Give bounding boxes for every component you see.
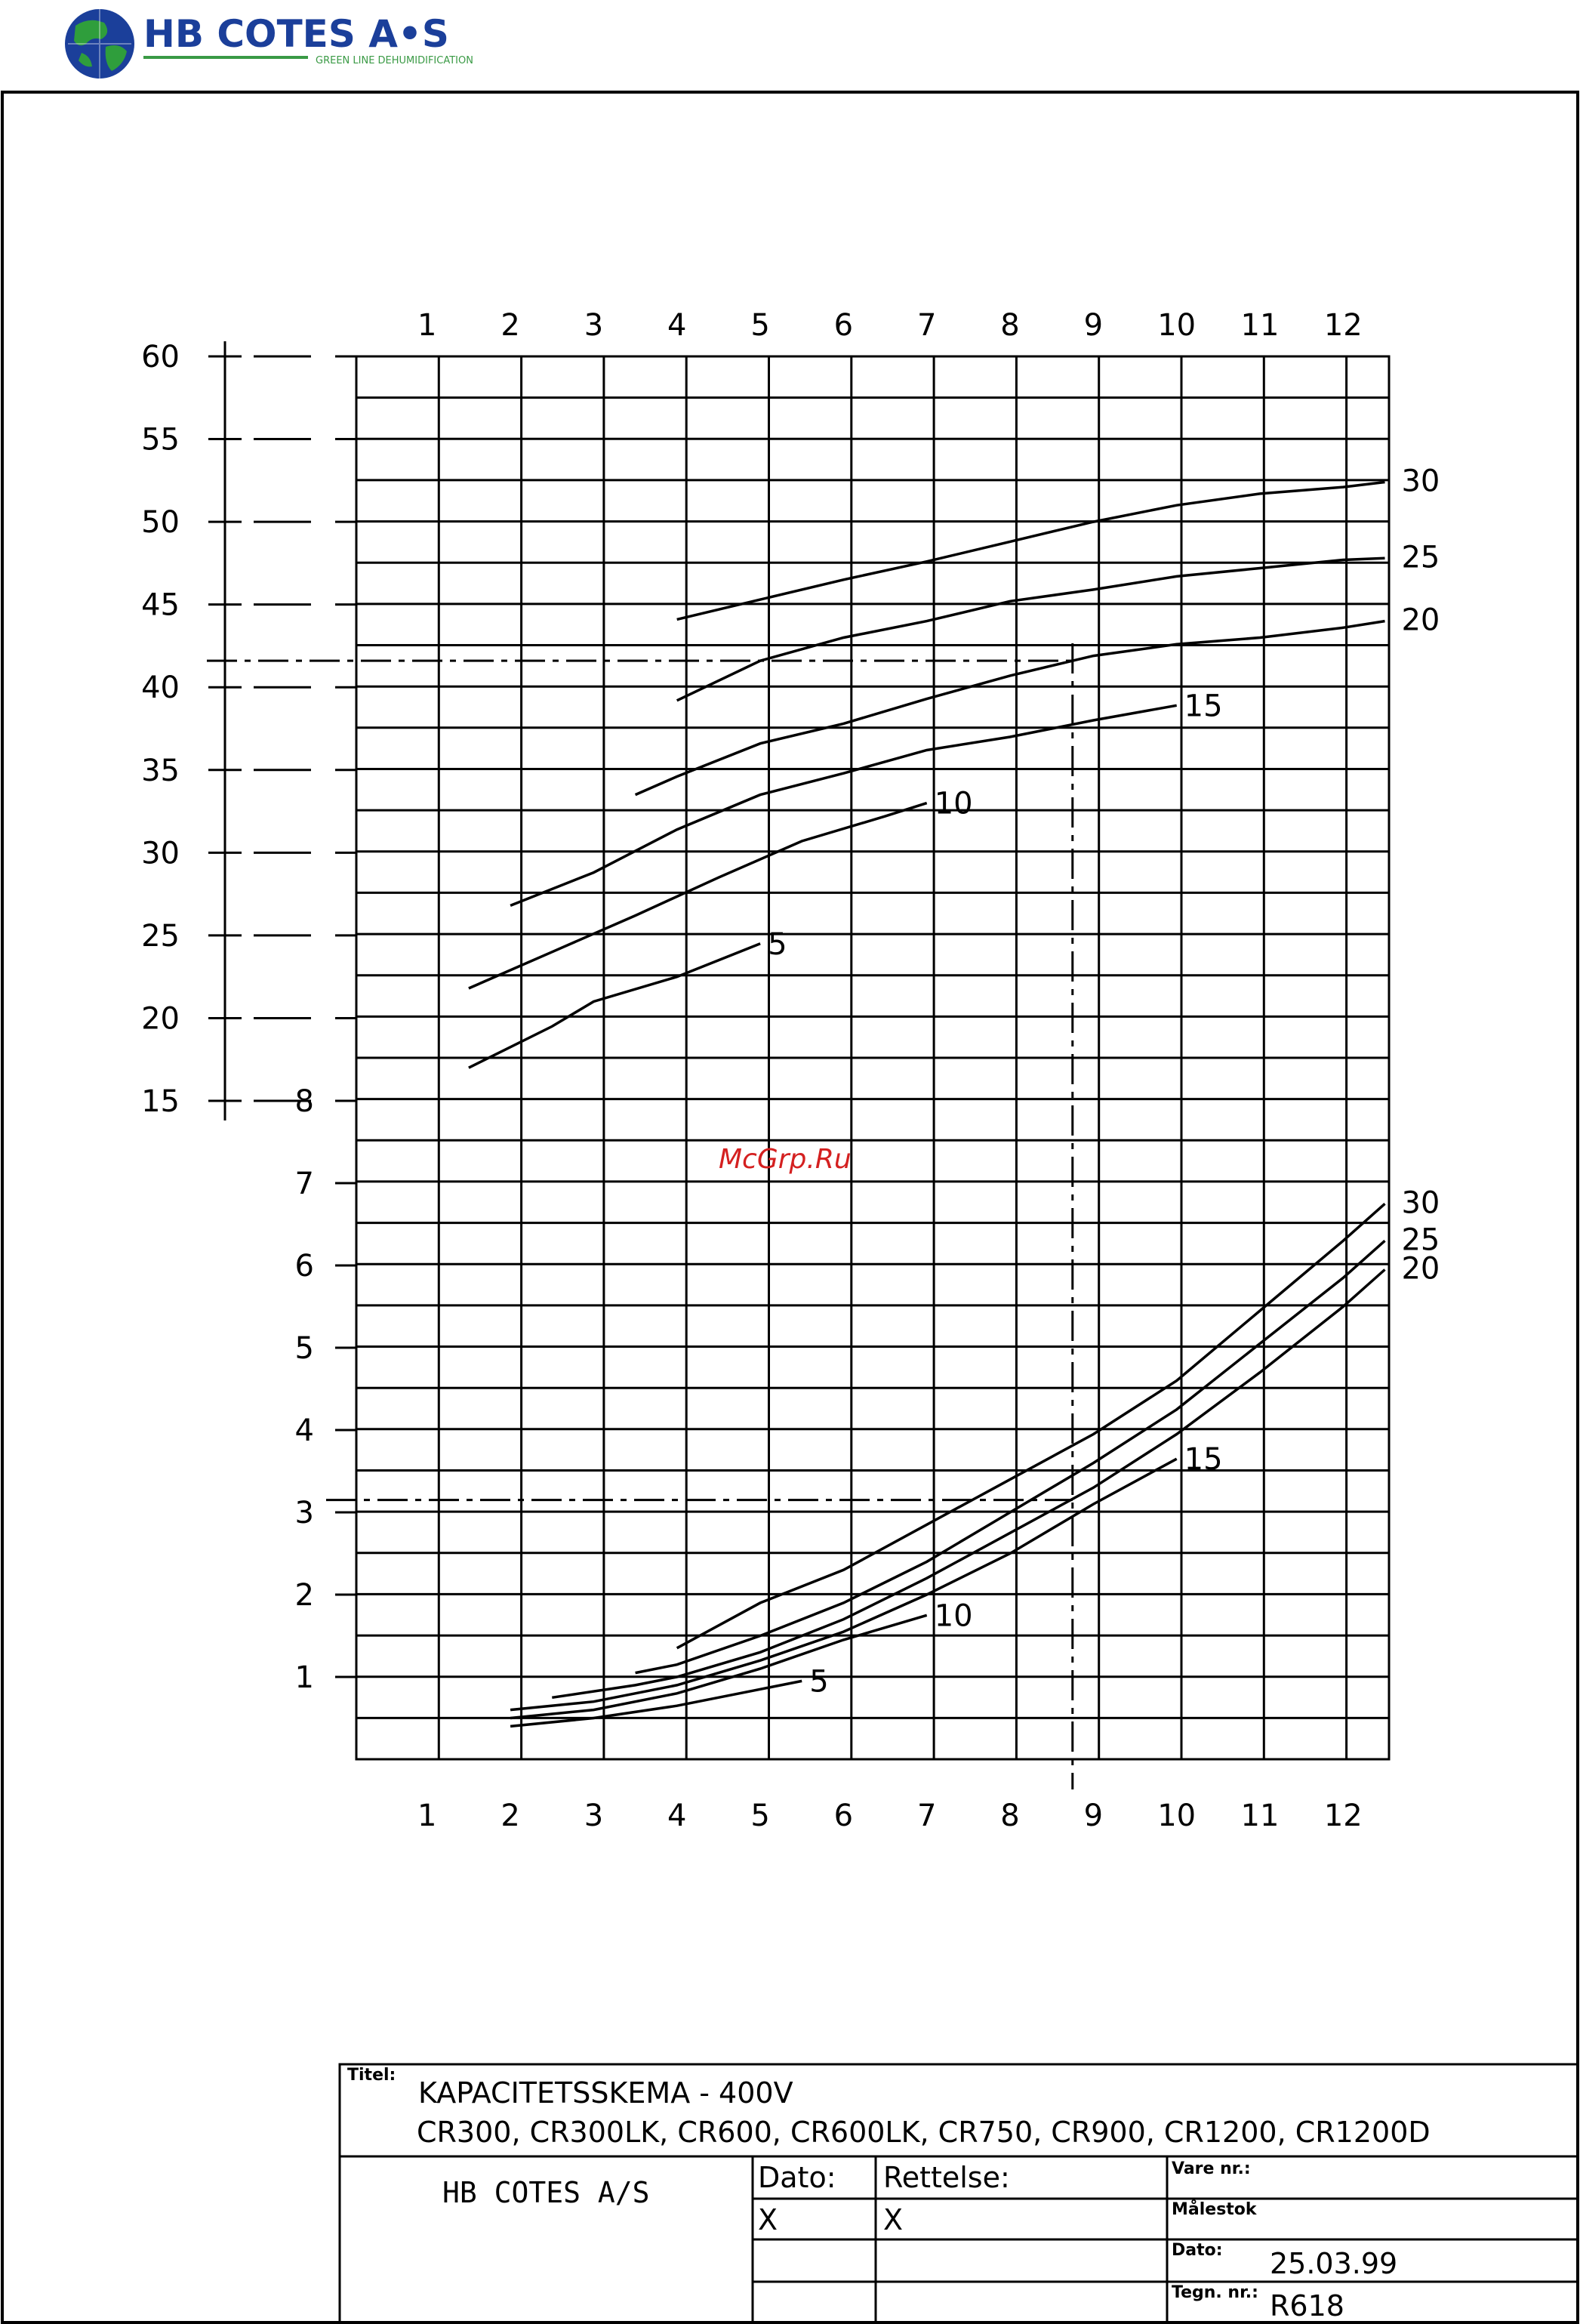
series-label-15: 15 <box>1184 1442 1223 1477</box>
bottom-x-tick-label: 4 <box>667 1798 686 1833</box>
series-line-5 <box>468 942 761 1069</box>
lower-y-tick-label: 5 <box>295 1331 314 1366</box>
top-x-tick-label: 12 <box>1324 308 1363 343</box>
rettelse-value: X <box>883 2203 904 2236</box>
series-label-30: 30 <box>1401 464 1440 499</box>
upper-y-tick-label: 30 <box>141 836 180 871</box>
lower-y-axis: 8 7 6 5 4 3 2 1 <box>295 1084 356 1695</box>
series-label-10: 10 <box>935 1598 973 1633</box>
series-line-25 <box>635 1239 1386 1675</box>
top-x-tick-label: 4 <box>667 308 686 343</box>
top-x-tick-label: 11 <box>1241 308 1280 343</box>
series-line-20 <box>552 1268 1386 1700</box>
chart-grid <box>355 355 1391 1761</box>
dato-value: X <box>758 2203 778 2236</box>
company-name: HB COTES A•S <box>143 12 449 56</box>
title-line-2: CR300, CR300LK, CR600, CR600LK, CR750, C… <box>417 2116 1431 2149</box>
series-label-25: 25 <box>1401 1222 1440 1257</box>
series-line-15 <box>510 1457 1178 1712</box>
series-label-30: 30 <box>1401 1185 1440 1220</box>
series-label-20: 20 <box>1401 603 1440 638</box>
upper-y-tick-label: 55 <box>141 423 180 458</box>
lower-y-tick-label: 6 <box>295 1249 314 1284</box>
bottom-x-tick-label: 2 <box>500 1798 519 1833</box>
series-label-25: 25 <box>1401 540 1440 575</box>
top-x-tick-label: 8 <box>1000 308 1019 343</box>
upper-y-axis: 60 55 50 45 40 35 30 25 20 15 <box>141 340 356 1120</box>
top-x-tick-label: 2 <box>500 308 519 343</box>
series-label-20: 20 <box>1401 1251 1440 1286</box>
top-x-tick-label: 3 <box>584 308 603 343</box>
bottom-x-tick-label: 5 <box>750 1798 769 1833</box>
lower-y-tick-label: 7 <box>295 1167 314 1201</box>
lower-y-tick-label: 4 <box>295 1413 314 1448</box>
lower-y-tick-label: 2 <box>295 1578 314 1613</box>
bottom-x-tick-label: 7 <box>917 1798 936 1833</box>
upper-y-tick-label: 60 <box>141 340 180 374</box>
top-x-tick-label: 1 <box>417 308 436 343</box>
upper-y-tick-label: 45 <box>141 588 180 623</box>
series-line-5 <box>510 1679 802 1728</box>
company-field: HB COTES A/S <box>442 2176 650 2209</box>
series-line-25 <box>676 556 1385 702</box>
lower-y-tick-label: 8 <box>295 1084 314 1119</box>
series-label-5: 5 <box>809 1664 828 1699</box>
top-x-tick-label: 7 <box>917 308 936 343</box>
upper-y-tick-label: 25 <box>141 919 180 954</box>
tegn-value: R618 <box>1270 2289 1344 2322</box>
upper-y-tick-label: 20 <box>141 1001 180 1036</box>
series-line-30 <box>676 480 1385 621</box>
title-line-1: KAPACITETSSKEMA - 400V <box>418 2076 793 2110</box>
top-x-axis: 1 2 3 4 5 6 7 8 9 10 11 12 <box>417 308 1363 343</box>
bottom-x-tick-label: 9 <box>1084 1798 1103 1833</box>
titel-label: Titel: <box>347 2066 396 2085</box>
bottom-x-tick-label: 8 <box>1000 1798 1019 1833</box>
lower-y-tick-label: 3 <box>295 1496 314 1530</box>
title-block-lines <box>338 2063 1579 2324</box>
bottom-x-axis: 1 2 3 4 5 6 7 8 9 10 11 12 <box>417 1798 1363 1833</box>
tegn-label: Tegn. nr.: <box>1172 2283 1258 2302</box>
upper-series: 5 10 15 20 25 30 <box>468 464 1440 1069</box>
dato2-label: Dato: <box>1172 2241 1223 2260</box>
series-label-15: 15 <box>1184 689 1223 723</box>
watermark-text: McGrp.Ru <box>719 1144 852 1175</box>
rettelse-label: Rettelse: <box>883 2161 1010 2194</box>
upper-y-tick-label: 50 <box>141 505 180 540</box>
malestok-label: Målestok <box>1172 2200 1257 2219</box>
series-line-10 <box>510 1614 928 1720</box>
upper-y-tick-label: 35 <box>141 754 180 788</box>
series-line-20 <box>634 619 1385 797</box>
series-label-10: 10 <box>935 787 973 821</box>
vare-label: Vare nr.: <box>1172 2159 1251 2178</box>
company-logo: HB COTES A•S GREEN LINE DEHUMIDIFICATION <box>65 9 473 79</box>
bottom-x-tick-label: 6 <box>834 1798 853 1833</box>
upper-y-tick-label: 15 <box>141 1084 180 1119</box>
globe-icon <box>65 9 134 79</box>
bottom-x-tick-label: 10 <box>1157 1798 1196 1833</box>
reference-lines <box>207 643 1074 1789</box>
series-line-10 <box>468 801 928 990</box>
bottom-x-tick-label: 11 <box>1241 1798 1280 1833</box>
series-line-15 <box>510 704 1178 908</box>
dato2-value: 25.03.99 <box>1270 2247 1398 2280</box>
dato-label: Dato: <box>758 2161 836 2194</box>
top-x-tick-label: 5 <box>750 308 769 343</box>
bottom-x-tick-label: 12 <box>1324 1798 1363 1833</box>
series-line-30 <box>676 1202 1386 1650</box>
bottom-x-tick-label: 3 <box>584 1798 603 1833</box>
grid-border <box>355 355 1391 1761</box>
bottom-x-tick-label: 1 <box>417 1798 436 1833</box>
company-tagline: GREEN LINE DEHUMIDIFICATION <box>316 55 473 66</box>
series-label-5: 5 <box>768 927 787 962</box>
top-x-tick-label: 6 <box>834 308 853 343</box>
top-x-tick-label: 9 <box>1084 308 1103 343</box>
upper-y-tick-label: 40 <box>141 670 180 705</box>
top-x-tick-label: 10 <box>1157 308 1196 343</box>
lower-y-tick-label: 1 <box>295 1660 314 1695</box>
